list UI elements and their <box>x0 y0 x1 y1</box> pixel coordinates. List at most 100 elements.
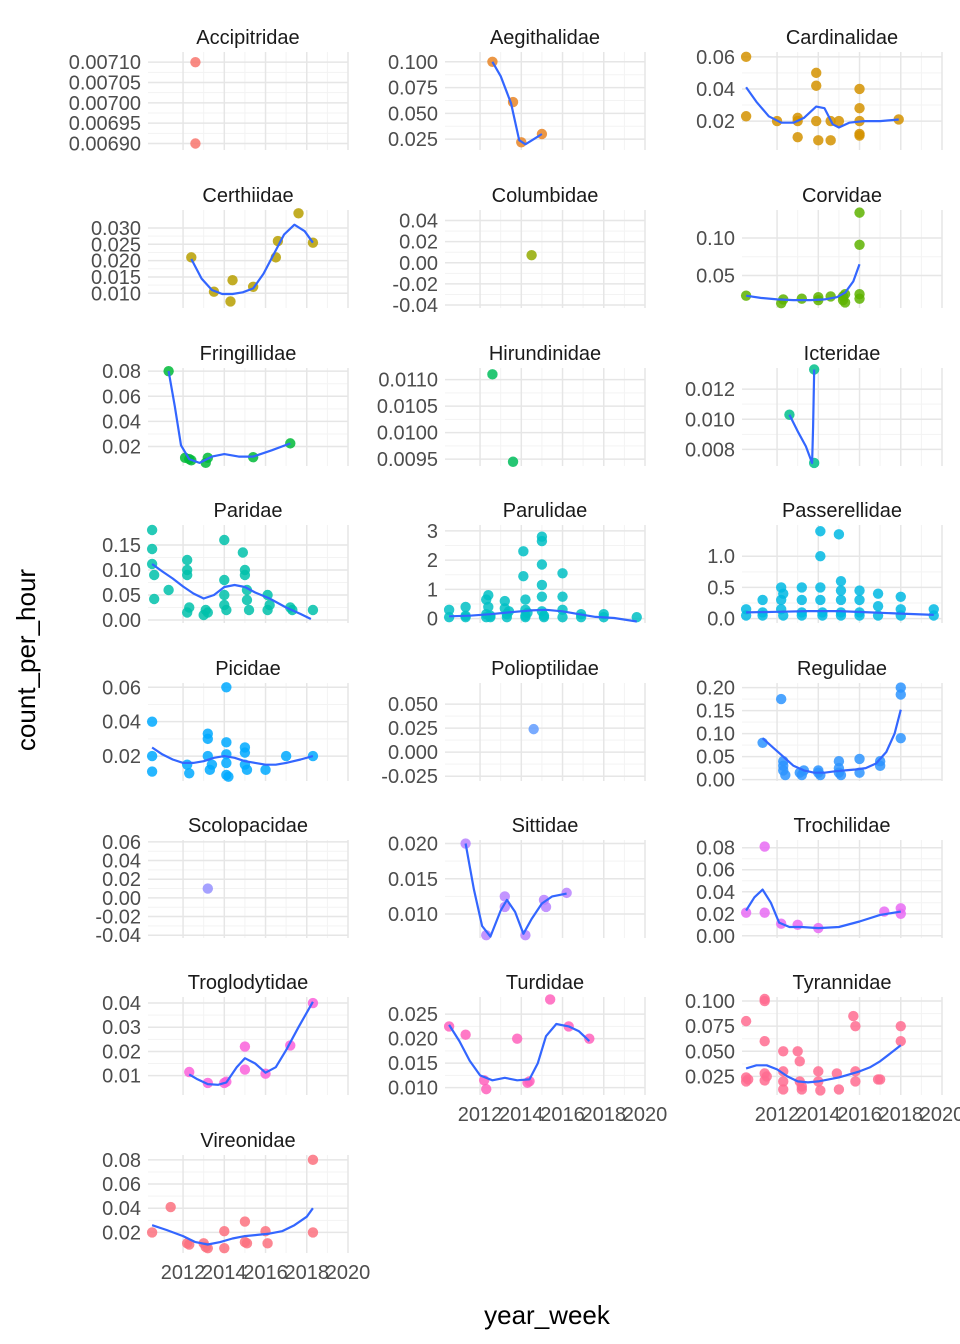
data-point <box>778 610 789 621</box>
x-tick-label: 2016 <box>540 1104 585 1126</box>
data-point <box>895 591 906 602</box>
facet-title: Scolopacidae <box>188 815 308 837</box>
y-tick-label: 0.04 <box>102 712 141 734</box>
y-tick-label: 0.06 <box>102 386 141 408</box>
data-point <box>219 574 230 586</box>
x-tick-label: 2014 <box>796 1104 841 1126</box>
data-point <box>778 1084 789 1095</box>
data-point <box>184 602 195 613</box>
data-point <box>190 56 201 68</box>
data-point <box>833 529 845 540</box>
facet-panel-scolopacidae: Scolopacidae -0.04-0.020.000.020.040.06 <box>95 815 349 947</box>
y-tick-label: 0.00700 <box>69 93 141 115</box>
data-point <box>839 297 851 308</box>
y-tick-label: 0.0105 <box>377 396 438 418</box>
y-tick-label: 0.15 <box>696 701 735 723</box>
facet-panel-icteridae: Icteridae 0.008 0.010 0.012 <box>685 343 943 469</box>
data-point <box>507 456 519 467</box>
data-point <box>759 1036 770 1047</box>
y-tick-label: 0.01 <box>102 1066 141 1088</box>
y-tick-label: 0.020 <box>91 251 141 273</box>
y-tick-label: 0.08 <box>696 838 735 860</box>
data-point <box>854 293 865 304</box>
data-point <box>835 769 847 781</box>
y-tick-label: 0.02 <box>102 869 141 891</box>
smooth-trend-line <box>151 563 312 620</box>
data-point <box>241 594 253 606</box>
y-tick-label: 0.00 <box>102 888 141 910</box>
data-point <box>184 1239 195 1250</box>
y-tick-label: 0.075 <box>388 78 438 100</box>
facet-title: Trochilidae <box>793 815 890 837</box>
smooth-trend-line <box>745 263 861 302</box>
y-tick-label: 0.0 <box>707 609 735 631</box>
data-point <box>792 919 803 930</box>
data-point <box>854 130 865 141</box>
facet-title: Picidae <box>215 658 281 680</box>
facet-title: Troglodytidae <box>188 972 308 994</box>
data-point <box>443 611 455 623</box>
facet-title: Accipitridae <box>196 27 299 49</box>
facet-title: Fringillidae <box>200 343 297 365</box>
data-point <box>817 610 828 621</box>
data-point <box>202 1242 213 1254</box>
y-tick-label: 0.030 <box>91 218 141 240</box>
data-point <box>811 115 822 127</box>
y-tick-label: -0.025 <box>381 766 438 788</box>
y-tick-label: 0.010 <box>388 904 438 926</box>
data-point <box>895 689 906 700</box>
data-point <box>854 594 865 606</box>
data-point <box>221 757 232 769</box>
data-point <box>262 1238 273 1249</box>
y-tick-label: 0.06 <box>102 677 141 699</box>
facet-panel-hirundinidae: Hirundinidae 0.0095 0.0100 0.0105 0.0110 <box>377 343 646 471</box>
y-tick-label: 0.050 <box>388 694 438 716</box>
data-point <box>520 594 531 605</box>
y-tick-label: 0.06 <box>696 860 735 882</box>
x-tick-label: 2016 <box>243 1262 288 1284</box>
data-point <box>895 908 906 919</box>
y-tick-label: 0.10 <box>102 560 141 582</box>
facet-title: Tyrannidae <box>793 972 892 994</box>
data-point <box>481 929 492 941</box>
data-point <box>815 551 826 562</box>
y-tick-label: 0.02 <box>102 746 141 768</box>
y-tick-label: 0.02 <box>696 111 735 133</box>
data-point <box>146 543 158 555</box>
data-point <box>557 591 568 602</box>
y-tick-label: 0.05 <box>102 585 141 607</box>
data-point <box>740 111 752 122</box>
data-point <box>740 907 752 918</box>
data-point <box>528 723 539 735</box>
data-point <box>854 103 865 114</box>
y-tick-label: 0.06 <box>696 47 735 69</box>
facet-panel-sittidae: Sittidae 0.010 0.015 0.020 <box>388 815 646 941</box>
data-point <box>163 584 174 596</box>
facet-title: Regulidae <box>797 658 887 680</box>
smooth-trend-line <box>151 1207 314 1246</box>
data-point <box>792 131 803 143</box>
facet-title: Icteridae <box>804 343 881 365</box>
smooth-trend-line <box>151 746 314 766</box>
data-point <box>511 1033 523 1044</box>
y-tick-label: 0.020 <box>388 834 438 856</box>
data-point <box>483 601 494 613</box>
smooth-trend-line <box>761 709 902 774</box>
y-tick-label: 0.008 <box>685 439 735 461</box>
data-point <box>499 595 510 607</box>
data-point <box>280 750 292 762</box>
y-tick-label: 0.03 <box>102 1017 141 1039</box>
data-point <box>443 604 455 616</box>
data-point <box>854 239 865 250</box>
y-tick-label: 0.04 <box>102 1198 141 1220</box>
y-axis-title: count_per_hour <box>11 569 41 751</box>
facet-panel-trochilidae: Trochilidae 0.000.020.040.060.08 <box>696 815 943 948</box>
data-point <box>792 1046 803 1057</box>
y-tick-label: 0.015 <box>388 1053 438 1075</box>
y-tick-label: 0.025 <box>685 1066 735 1088</box>
smooth-trend-line <box>745 86 899 129</box>
y-tick-label: 0.025 <box>388 718 438 740</box>
data-point <box>872 588 884 599</box>
facet-panel-columbidae: Columbidae -0.04-0.020.000.020.04 <box>392 185 646 317</box>
